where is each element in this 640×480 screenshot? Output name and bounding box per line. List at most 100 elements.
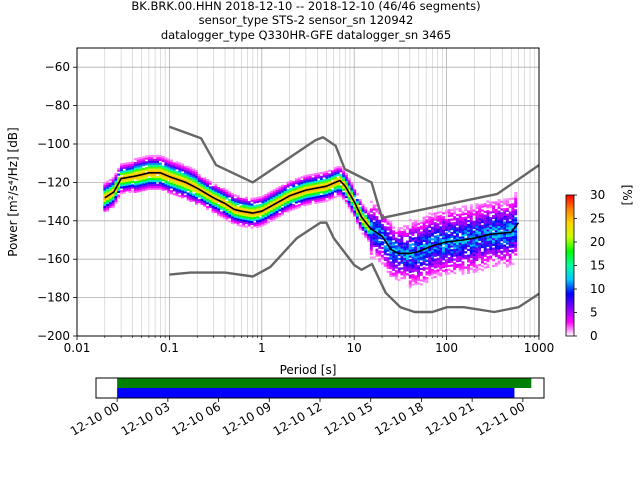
heatmap-cell xyxy=(492,228,495,231)
heatmap-cell xyxy=(508,205,512,208)
heatmap-cell xyxy=(311,190,315,194)
heatmap-cell xyxy=(503,223,507,226)
heatmap-cell xyxy=(483,237,487,240)
heatmap-cell xyxy=(169,165,173,168)
heatmap-cell xyxy=(253,218,257,221)
heatmap-cell xyxy=(206,198,210,201)
heatmap-cell xyxy=(394,277,398,281)
heatmap-cell xyxy=(378,246,382,249)
heatmap-cell xyxy=(142,177,146,180)
heatmap-cell xyxy=(505,240,509,243)
heatmap-cell xyxy=(380,231,384,234)
heatmap-cell xyxy=(178,181,182,184)
heatmap-cell xyxy=(472,261,476,264)
heatmap-cell xyxy=(403,253,407,257)
heatmap-cell xyxy=(161,165,165,168)
heatmap-cell xyxy=(433,258,437,261)
heatmap-cell xyxy=(389,238,393,241)
heatmap-cell xyxy=(472,259,476,262)
heatmap-cell xyxy=(333,173,337,176)
heatmap-cell xyxy=(356,204,359,207)
heatmap-cell xyxy=(503,200,507,203)
heatmap-cell xyxy=(378,237,382,240)
heatmap-cell xyxy=(117,196,121,199)
heatmap-cell xyxy=(106,180,110,183)
heatmap-cell xyxy=(203,179,207,182)
heatmap-cell xyxy=(300,191,304,194)
heatmap-cell xyxy=(453,218,457,221)
heatmap-cell xyxy=(419,279,423,282)
heatmap-cell xyxy=(214,191,218,194)
heatmap-cell xyxy=(233,198,237,201)
heatmap-cell xyxy=(300,187,304,190)
heatmap-cell xyxy=(417,234,421,237)
heatmap-cell xyxy=(142,160,146,163)
heatmap-cell xyxy=(286,202,290,205)
heatmap-cell xyxy=(383,264,387,267)
heatmap-cell xyxy=(458,219,462,222)
heatmap-cell xyxy=(242,219,246,222)
heatmap-cell xyxy=(186,181,190,184)
heatmap-cell xyxy=(475,203,479,206)
heatmap-cell xyxy=(403,232,407,236)
heatmap-cell xyxy=(472,226,476,229)
heatmap-cell xyxy=(158,162,162,165)
heatmap-cell xyxy=(475,212,479,215)
heatmap-cell xyxy=(125,179,129,182)
heatmap-cell xyxy=(364,234,368,237)
heatmap-cell xyxy=(181,174,185,178)
heatmap-cell xyxy=(483,266,487,269)
heatmap-cell xyxy=(461,255,465,258)
heatmap-cell xyxy=(489,211,493,214)
heatmap-cell xyxy=(317,176,321,179)
heatmap-cell xyxy=(103,182,107,185)
heatmap-cell xyxy=(350,186,354,189)
heatmap-cell xyxy=(250,197,254,200)
heatmap-cell xyxy=(375,237,379,240)
heatmap-cell xyxy=(436,253,440,257)
heatmap-cell xyxy=(489,240,493,243)
heatmap-cell xyxy=(264,199,268,202)
heatmap-cell xyxy=(411,247,415,250)
heatmap-cell xyxy=(419,258,423,261)
heatmap-cell xyxy=(511,214,515,217)
heatmap-cell xyxy=(181,184,185,187)
heatmap-cell xyxy=(331,178,334,181)
heatmap-cell xyxy=(328,194,332,197)
heatmap-cell xyxy=(131,184,135,187)
heatmap-cell xyxy=(436,227,440,230)
heatmap-cell xyxy=(303,177,307,180)
heatmap-cell xyxy=(397,244,401,247)
heatmap-cell xyxy=(492,259,495,262)
heatmap-cell xyxy=(444,226,448,229)
heatmap-cell xyxy=(236,198,240,202)
heatmap-cell xyxy=(169,184,173,187)
heatmap-cell xyxy=(442,227,446,230)
heatmap-cell xyxy=(303,184,307,188)
heatmap-cell xyxy=(447,224,451,227)
heatmap-cell xyxy=(136,169,140,172)
heatmap-cell xyxy=(164,170,168,173)
heatmap-cell xyxy=(186,194,190,197)
heatmap-cell xyxy=(147,187,151,190)
heatmap-cell xyxy=(336,181,340,184)
heatmap-cell xyxy=(231,193,234,196)
heatmap-cell xyxy=(111,194,115,197)
heatmap-cell xyxy=(192,183,196,187)
heatmap-cell xyxy=(436,261,440,264)
heatmap-cell xyxy=(294,199,298,202)
heatmap-cell xyxy=(464,218,468,221)
heatmap-cell xyxy=(361,209,365,212)
heatmap-cell xyxy=(480,261,484,264)
heatmap-cell xyxy=(500,212,504,215)
heatmap-cell xyxy=(383,231,387,235)
heatmap-cell xyxy=(380,256,384,259)
heatmap-cell xyxy=(425,250,429,253)
heatmap-cell xyxy=(200,187,204,190)
heatmap-cell xyxy=(178,183,182,186)
heatmap-cell xyxy=(358,206,362,209)
heatmap-cell xyxy=(275,204,279,208)
heatmap-cell xyxy=(447,222,451,225)
heatmap-cell xyxy=(428,220,432,223)
